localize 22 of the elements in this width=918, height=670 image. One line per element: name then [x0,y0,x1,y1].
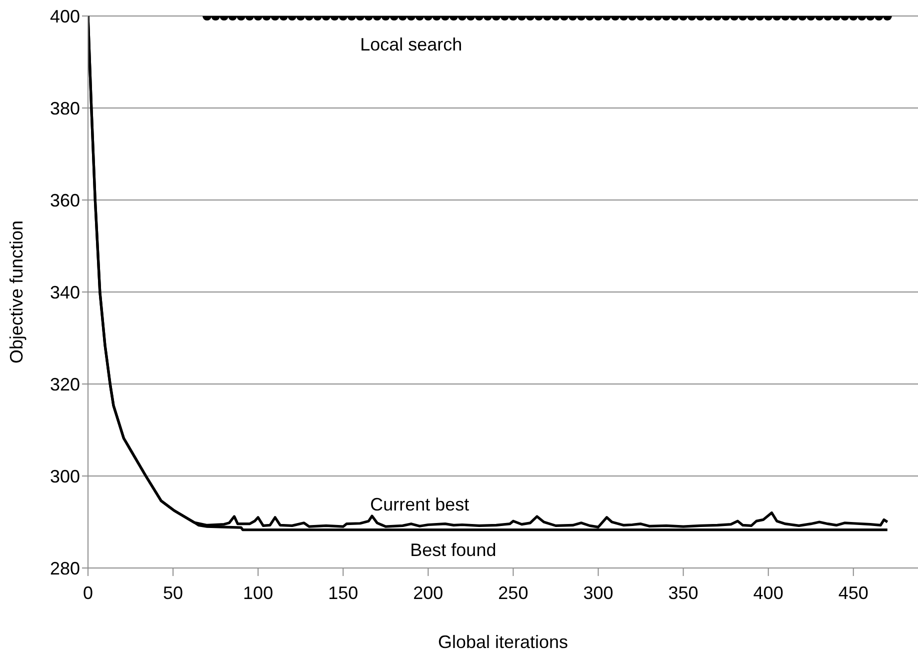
series-label: Best found [410,540,496,560]
series-label: Current best [370,494,470,515]
x-tick-label: 0 [82,582,94,603]
x-axis-title: Global iterations [438,632,568,652]
x-tick-label: 250 [498,582,528,603]
x-tick-label: 150 [328,582,358,603]
y-tick-label: 320 [50,374,80,394]
y-tick-label: 340 [50,282,80,302]
x-tick-label: 300 [583,582,614,603]
series-label: Local search [360,34,462,54]
y-tick-label: 360 [50,190,80,210]
y-tick-label: 300 [50,466,80,486]
y-tick-label: 400 [50,6,80,26]
x-tick-label: 100 [243,582,274,603]
x-tick-label: 350 [668,582,698,603]
y-axis-title: Objective function [6,220,26,364]
x-tick-label: 200 [413,582,444,603]
x-tick-label: 50 [163,582,184,603]
y-tick-label: 280 [50,558,80,578]
x-tick-label: 450 [838,582,868,603]
y-tick-label: 380 [50,98,80,118]
x-tick-label: 400 [753,582,784,603]
